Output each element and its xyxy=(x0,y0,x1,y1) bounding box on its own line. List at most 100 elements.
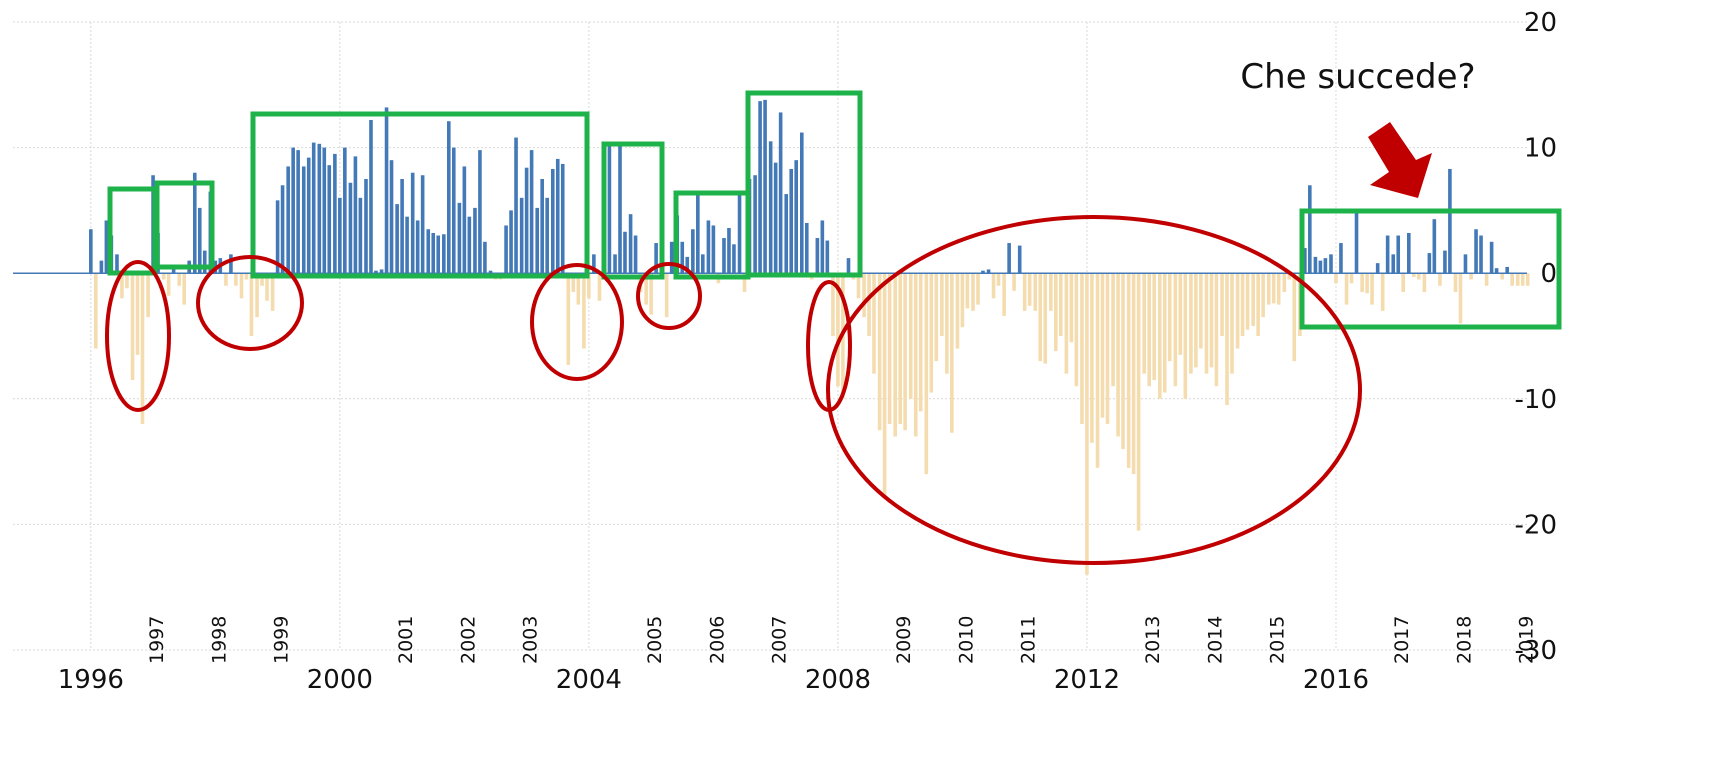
bar xyxy=(1012,273,1016,291)
bar xyxy=(1038,273,1043,362)
bar xyxy=(1090,273,1094,443)
bar xyxy=(913,273,918,437)
bar xyxy=(255,273,259,318)
bar xyxy=(1458,273,1463,324)
bar xyxy=(1027,273,1032,306)
bar xyxy=(1484,273,1489,286)
bar xyxy=(618,145,622,274)
bar xyxy=(161,273,166,280)
bar xyxy=(820,220,825,274)
bar xyxy=(1152,273,1156,380)
bar xyxy=(862,273,866,318)
y-tick-label: -10 xyxy=(1515,385,1557,415)
bar xyxy=(1017,245,1022,274)
bar xyxy=(333,153,337,274)
bar xyxy=(1007,243,1011,274)
annotations xyxy=(105,90,1562,565)
bar xyxy=(140,273,145,424)
bar xyxy=(664,273,669,318)
bar xyxy=(924,273,929,475)
bar xyxy=(358,197,363,274)
bar xyxy=(592,254,596,274)
bar xyxy=(1525,273,1530,286)
bar xyxy=(1411,273,1416,277)
bar xyxy=(685,256,690,274)
y-tick-label: 20 xyxy=(1524,8,1557,38)
bar xyxy=(737,195,742,274)
bar xyxy=(327,165,332,274)
bar xyxy=(991,273,996,299)
bar xyxy=(374,270,378,274)
red-ellipse xyxy=(636,262,702,330)
bar xyxy=(763,99,767,274)
bar xyxy=(940,273,944,336)
year-label: 2007 xyxy=(769,616,791,664)
green-box xyxy=(1299,208,1562,330)
bar xyxy=(1303,248,1307,274)
bar xyxy=(1391,254,1396,274)
bar xyxy=(104,220,109,274)
bar xyxy=(955,273,960,349)
bar xyxy=(426,229,431,274)
bar xyxy=(981,270,985,274)
bar xyxy=(239,273,244,299)
bar xyxy=(1131,273,1136,475)
bar xyxy=(1167,273,1172,362)
bar xyxy=(1022,273,1027,311)
bar xyxy=(1162,273,1167,393)
bar xyxy=(1432,219,1437,274)
bar xyxy=(1058,273,1063,336)
bar xyxy=(742,273,747,293)
bar xyxy=(306,157,311,274)
bar xyxy=(649,273,653,315)
bar xyxy=(420,175,425,274)
bar xyxy=(1049,273,1053,311)
bar xyxy=(317,143,322,274)
bar xyxy=(960,273,965,328)
year-label: 2019 xyxy=(1516,616,1538,664)
bar xyxy=(1105,273,1110,424)
bar xyxy=(115,254,119,274)
bar xyxy=(1349,273,1354,284)
bar xyxy=(722,238,726,274)
bar xyxy=(125,273,129,289)
year-label: 2001 xyxy=(395,616,417,664)
bar xyxy=(197,207,202,274)
bar xyxy=(1308,185,1312,274)
bar xyxy=(1235,273,1240,349)
bar xyxy=(1095,273,1100,468)
green-box xyxy=(601,141,665,280)
bar xyxy=(1422,273,1427,293)
bar xyxy=(950,273,954,433)
bar xyxy=(1453,273,1458,293)
bar xyxy=(789,168,794,274)
bar xyxy=(244,273,249,280)
bar xyxy=(711,225,716,274)
bar xyxy=(1318,260,1323,274)
bar xyxy=(343,147,347,274)
year-label: 2003 xyxy=(520,616,542,664)
bar xyxy=(311,142,316,274)
year-label: 2018 xyxy=(1453,616,1475,664)
bar xyxy=(1427,253,1432,274)
bar xyxy=(872,273,876,374)
bar xyxy=(1111,273,1115,387)
year-label: 1997 xyxy=(146,616,168,664)
bar xyxy=(509,210,513,274)
year-label: 1999 xyxy=(271,616,293,664)
year-label: 2017 xyxy=(1391,616,1413,664)
bar xyxy=(1002,273,1006,316)
bar xyxy=(1173,273,1178,387)
bar xyxy=(473,207,477,274)
bar xyxy=(696,194,700,274)
bar xyxy=(918,273,923,412)
bar xyxy=(488,270,493,274)
bar xyxy=(691,229,695,274)
bar xyxy=(654,243,658,274)
bar xyxy=(1339,243,1343,274)
bar xyxy=(758,101,762,274)
bar xyxy=(265,273,269,301)
bar xyxy=(1515,273,1520,286)
bar xyxy=(514,137,518,274)
bar xyxy=(451,147,456,274)
